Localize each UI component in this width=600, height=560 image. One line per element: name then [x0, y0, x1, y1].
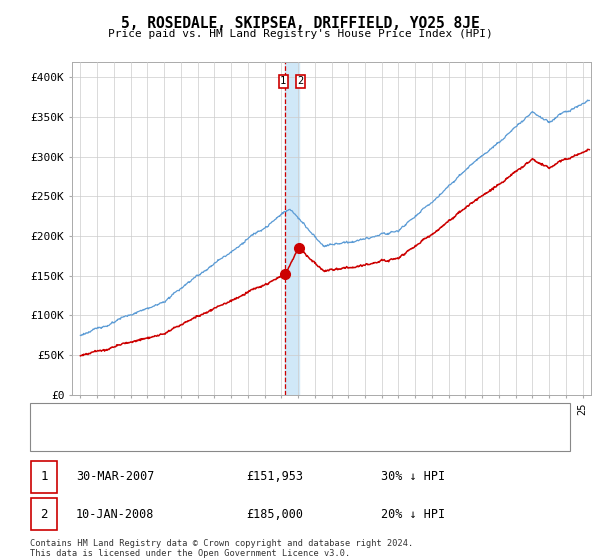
Text: 20% ↓ HPI: 20% ↓ HPI: [381, 507, 445, 521]
Bar: [285, 62, 299, 395]
Text: 30% ↓ HPI: 30% ↓ HPI: [381, 470, 445, 483]
Text: £185,000: £185,000: [246, 507, 303, 521]
Text: 5, ROSEDALE, SKIPSEA, DRIFFIELD, YO25 8JE: 5, ROSEDALE, SKIPSEA, DRIFFIELD, YO25 8J…: [121, 16, 479, 31]
Text: Price paid vs. HM Land Registry's House Price Index (HPI): Price paid vs. HM Land Registry's House …: [107, 29, 493, 39]
Text: 30-MAR-2007: 30-MAR-2007: [76, 470, 154, 483]
Text: HPI: Average price, detached house, East Riding of Yorkshire: HPI: Average price, detached house, East…: [79, 434, 431, 444]
FancyBboxPatch shape: [30, 403, 570, 451]
Text: 2: 2: [298, 76, 304, 86]
FancyBboxPatch shape: [31, 498, 57, 530]
FancyBboxPatch shape: [31, 460, 57, 493]
Text: 5, ROSEDALE, SKIPSEA, DRIFFIELD, YO25 8JE (detached house): 5, ROSEDALE, SKIPSEA, DRIFFIELD, YO25 8J…: [79, 412, 419, 422]
Text: 2: 2: [40, 507, 48, 521]
Text: 1: 1: [40, 470, 48, 483]
Text: 10-JAN-2008: 10-JAN-2008: [76, 507, 154, 521]
Text: 1: 1: [280, 76, 286, 86]
Text: Contains HM Land Registry data © Crown copyright and database right 2024.
This d: Contains HM Land Registry data © Crown c…: [30, 539, 413, 558]
Text: £151,953: £151,953: [246, 470, 303, 483]
